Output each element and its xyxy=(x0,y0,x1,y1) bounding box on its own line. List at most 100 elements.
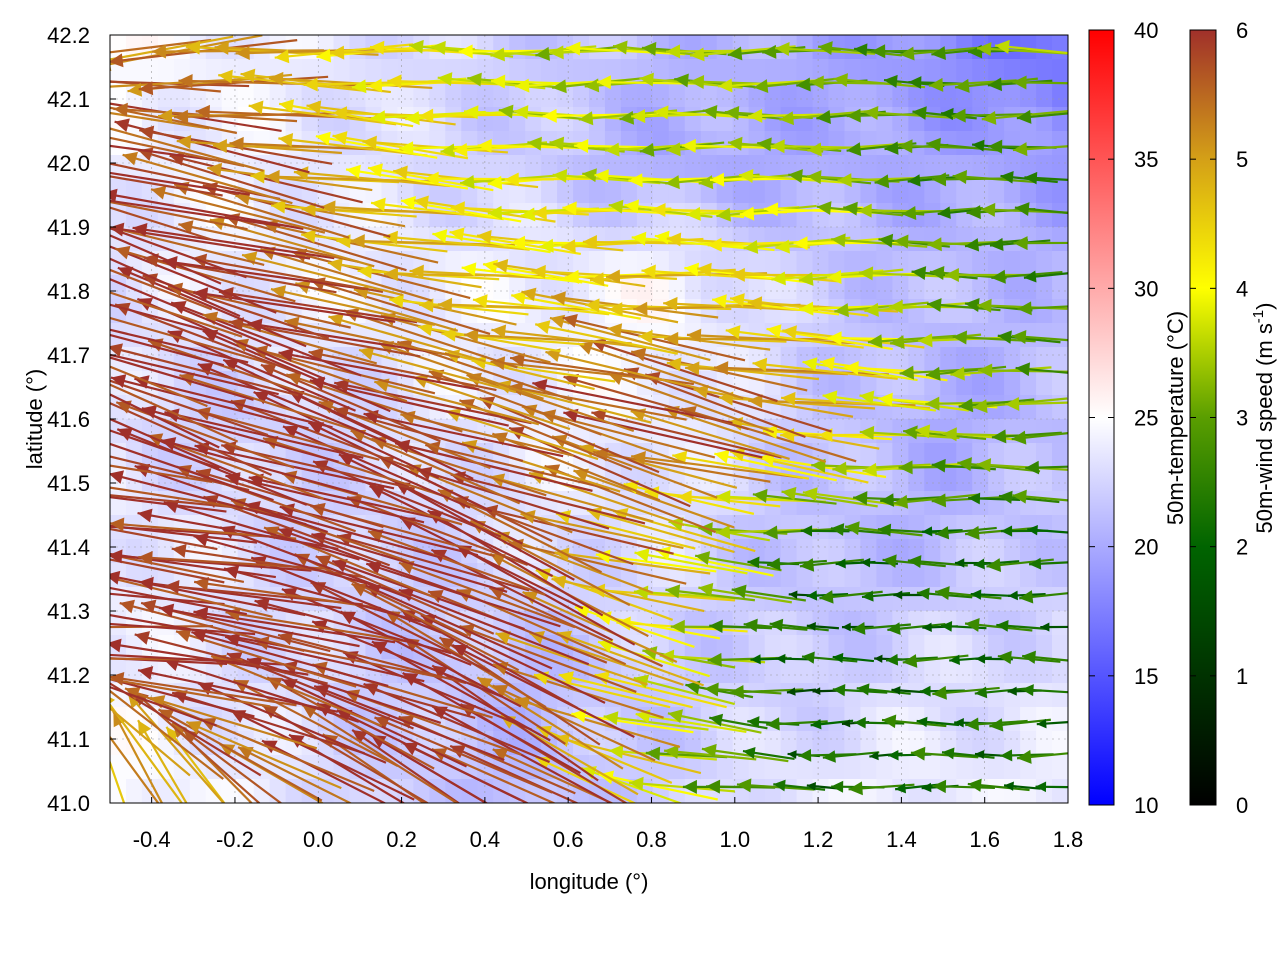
wind-arrow-head xyxy=(93,310,108,323)
temperature-cell xyxy=(1020,563,1037,588)
y-tick-label: 41.2 xyxy=(47,663,90,688)
temperature-cell xyxy=(701,299,718,324)
temperature-cell xyxy=(972,659,989,684)
temperature-cell xyxy=(956,755,973,780)
x-tick-label: 0.0 xyxy=(303,827,334,852)
temperature-cell xyxy=(749,179,766,204)
temperature-cell xyxy=(956,347,973,372)
temperature-cell xyxy=(749,35,766,60)
temperature-cell xyxy=(1036,83,1053,108)
temperature-cell xyxy=(174,515,191,540)
temperature-cell xyxy=(1036,203,1053,228)
temperature-cell xyxy=(765,347,782,372)
temperature-cell xyxy=(797,107,814,132)
temperature-cell xyxy=(908,275,925,300)
temperature-cell xyxy=(924,275,941,300)
temperature-cell xyxy=(892,275,909,300)
y-tick-label: 41.9 xyxy=(47,215,90,240)
x-tick-label: 0.4 xyxy=(470,827,501,852)
temperature-cell xyxy=(892,155,909,180)
temperature-cell xyxy=(110,683,127,708)
temperature-cell xyxy=(972,635,989,660)
temperature-cell xyxy=(956,419,973,444)
y-tick-label: 41.3 xyxy=(47,599,90,624)
temperature-cell xyxy=(844,275,861,300)
temperature-cell xyxy=(701,155,718,180)
temperature-cell xyxy=(461,779,478,804)
temperature-cell xyxy=(956,707,973,732)
temperature-cell xyxy=(829,131,846,156)
temperature-cell xyxy=(797,659,814,684)
temperature-cell xyxy=(781,299,798,324)
temperature-cell xyxy=(924,659,941,684)
wind-arrow-head xyxy=(20,278,35,292)
temperature-cell xyxy=(797,683,814,708)
colorbar-tick-label: 1 xyxy=(1236,664,1248,689)
temperature-cell xyxy=(892,515,909,540)
wind-arrow-head xyxy=(34,69,49,83)
temperature-cell xyxy=(829,83,846,108)
temperature-cell xyxy=(1036,35,1053,60)
temperature-cell xyxy=(1052,779,1069,804)
temperature-cell xyxy=(1052,59,1069,84)
temperature-cell xyxy=(924,779,941,804)
temperature-cell xyxy=(876,779,893,804)
temperature-cell xyxy=(1004,275,1021,300)
temperature-cell xyxy=(876,659,893,684)
temperature-cell xyxy=(908,635,925,660)
x-tick-label: 1.8 xyxy=(1053,827,1084,852)
temperature-cell xyxy=(988,467,1005,492)
temperature-cell xyxy=(1020,707,1037,732)
temperature-cell xyxy=(988,683,1005,708)
temperature-cell xyxy=(797,611,814,636)
temperature-cell xyxy=(813,395,830,420)
temperature-cell xyxy=(733,59,750,84)
temperature-cell xyxy=(988,779,1005,804)
temperature-cell xyxy=(334,59,351,84)
wind-arrow-head xyxy=(92,718,105,734)
temperature-cell xyxy=(1052,35,1069,60)
temperature-cell xyxy=(685,275,702,300)
temperature-cell xyxy=(350,35,367,60)
temperature-cell xyxy=(1004,659,1021,684)
temperature-cell xyxy=(1004,227,1021,252)
temperature-cell xyxy=(1052,443,1069,468)
temperature-cell xyxy=(1036,371,1053,396)
temperature-cell xyxy=(1036,323,1053,348)
colorbar-tick-label: 15 xyxy=(1134,664,1158,689)
wind-arrow-head xyxy=(28,158,43,172)
temperature-cell xyxy=(781,59,798,84)
temperature-cell xyxy=(797,251,814,276)
temperature-cell xyxy=(126,611,143,636)
temperature-cell xyxy=(860,275,877,300)
wind-arrow-head xyxy=(53,73,67,87)
temperature-cell xyxy=(988,731,1005,756)
temperature-cell xyxy=(860,779,877,804)
wind-arrow-head xyxy=(91,120,106,133)
temperature-cell xyxy=(844,419,861,444)
temperature-cell xyxy=(924,539,941,564)
wind-arrow-head xyxy=(83,267,99,280)
temperature-cell xyxy=(956,467,973,492)
temperature-cell xyxy=(573,227,590,252)
temperature-cell xyxy=(765,59,782,84)
temperature-cell xyxy=(1004,107,1021,132)
temperature-cell xyxy=(445,107,462,132)
y-tick-label: 42.2 xyxy=(47,23,90,48)
temperature-cell xyxy=(781,563,798,588)
temperature-cell xyxy=(924,731,941,756)
temperature-cell xyxy=(813,659,830,684)
temperature-cell xyxy=(1036,491,1053,516)
temperature-cell xyxy=(110,131,127,156)
temperature-cell xyxy=(844,683,861,708)
temperature-cell xyxy=(1020,395,1037,420)
temperature-cell xyxy=(972,59,989,84)
temperature-cell xyxy=(1036,611,1053,636)
temperature-cell xyxy=(1052,299,1069,324)
temperature-cell xyxy=(222,227,239,252)
temperature-cell xyxy=(509,59,526,84)
wind-arrow-head xyxy=(90,480,105,494)
temperature-cell xyxy=(238,107,255,132)
temperature-cell xyxy=(956,131,973,156)
temperature-cell xyxy=(892,587,909,612)
